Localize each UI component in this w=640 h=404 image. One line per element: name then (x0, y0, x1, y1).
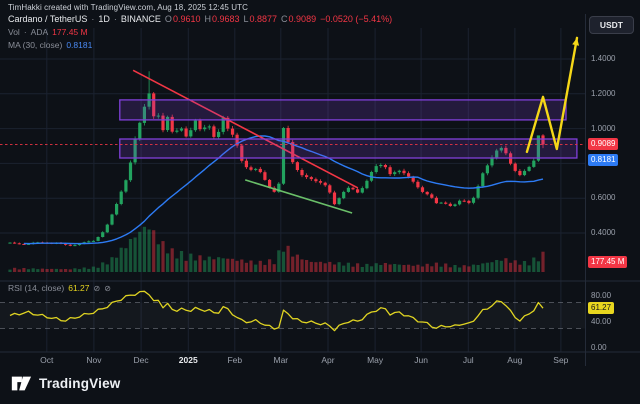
symbol-name[interactable]: Cardano / TetherUS (8, 14, 88, 24)
brand-footer[interactable]: TradingView (10, 372, 120, 394)
ohlc-open: O 0.9610 (164, 14, 201, 24)
volume-value-badge: 177.45 M (588, 256, 628, 268)
time-axis-label: Nov (86, 355, 102, 365)
time-axis[interactable]: Oct Nov Dec 2025 Feb Mar Apr May Jun Jul Aug Sep (0, 353, 585, 367)
last-price-badge: 0.9089 (588, 138, 619, 151)
time-axis-label: Mar (273, 355, 289, 365)
ma-legend[interactable]: MA (30, close) 0.8181 (8, 40, 92, 50)
symbol-legend[interactable]: Cardano / TetherUS · 1D · BINANCE O 0.961… (8, 14, 392, 24)
separator: · (23, 27, 27, 37)
time-axis-label: Apr (321, 355, 335, 365)
volume-value: 177.45 M (52, 27, 88, 37)
price-scale-axis[interactable]: 1.40001.20001.00000.80000.60000.400080.0… (586, 0, 640, 404)
rsi-title: RSI (14, close) (8, 283, 65, 293)
axis-tick-label: 1.4000 (591, 54, 616, 63)
axis-tick-label: 0.4000 (591, 228, 616, 237)
grid-layer (0, 28, 585, 352)
supply-demand-boxes[interactable] (119, 99, 578, 159)
rsi-settings-icon[interactable]: ⊘ (104, 284, 111, 293)
ohlc-low: L 0.8877 (243, 14, 278, 24)
axis-tick-label: 1.0000 (591, 123, 616, 133)
separator: · (113, 14, 117, 24)
axis-tick-label: 1.2000 (591, 88, 616, 98)
ma-label: MA (30, close) (8, 40, 63, 50)
axis-tick-label: 40.00 (591, 317, 612, 326)
trendlines-layer[interactable] (132, 69, 359, 214)
pane-borders (0, 14, 640, 366)
ma-value: 0.8181 (66, 40, 93, 50)
ohlc-close: C 0.9089 (281, 14, 317, 24)
exchange-label: BINANCE (120, 14, 161, 24)
change-value: −0.0520 (−5.41%) (320, 14, 393, 24)
separator: · (91, 14, 95, 24)
time-axis-label: Sep (553, 355, 569, 365)
time-axis-label: Feb (227, 355, 243, 365)
time-axis-label: Jun (414, 355, 428, 365)
ma-value-badge: 0.8181 (588, 154, 619, 167)
time-axis-label: Dec (133, 355, 149, 365)
axis-tick-label: 80.00 (591, 291, 612, 300)
axis-tick-label: 0.00 (591, 343, 607, 352)
time-axis-label: Aug (507, 355, 523, 365)
axis-tick-label: 0.6000 (591, 193, 616, 203)
volume-bars-layer (8, 226, 545, 272)
ma-line (23, 135, 544, 245)
brand-name: TradingView (39, 375, 121, 391)
volume-label: Vol (8, 27, 20, 37)
rsi-pane (0, 290, 585, 332)
candlestick-layer (8, 71, 545, 247)
volume-symbol: ADA (30, 27, 49, 37)
time-axis-label: May (367, 355, 384, 365)
currency-toggle-button[interactable]: USDT (588, 16, 634, 34)
rsi-value-badge: 61.27 (588, 302, 615, 315)
time-axis-label: 2025 (178, 355, 198, 365)
time-axis-label: Jul (462, 355, 474, 365)
rsi-hide-icon[interactable]: ⊘ (93, 284, 101, 293)
rsi-legend[interactable]: RSI (14, close) 61.27 ⊘ ⊘ (8, 283, 111, 293)
interval-label[interactable]: 1D (98, 14, 110, 24)
tradingview-logo-icon (11, 376, 32, 391)
rsi-value: 61.27 (68, 283, 90, 293)
projection-arrow[interactable] (525, 36, 580, 154)
ohlc-high: H 0.9683 (204, 14, 240, 24)
time-axis-label: Oct (40, 355, 54, 365)
volume-legend[interactable]: Vol · ADA 177.45 M (8, 27, 88, 37)
attribution-text: TimHakki created with TradingView.com, A… (8, 3, 248, 12)
